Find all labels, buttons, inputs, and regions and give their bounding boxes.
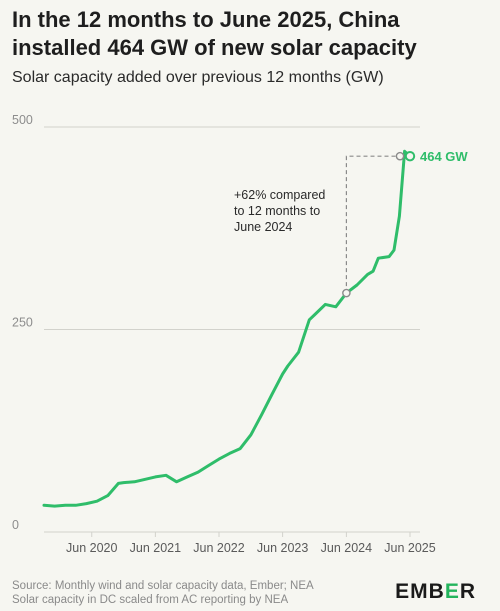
chart-subtitle: Solar capacity added over previous 12 mo… bbox=[12, 69, 384, 86]
logo-text-start: EMB bbox=[395, 580, 445, 603]
chart-footer: Source: Monthly wind and solar capacity … bbox=[12, 579, 314, 607]
logo-text-end: R bbox=[459, 580, 476, 603]
annotation-point-ref bbox=[395, 151, 405, 161]
annotation-text-line: June 2024 bbox=[234, 220, 292, 234]
x-tick-label: Jun 2025 bbox=[384, 541, 435, 555]
y-tick-label: 250 bbox=[12, 316, 33, 330]
annotation-connector bbox=[345, 155, 404, 294]
end-value-label: 464 GW bbox=[420, 149, 468, 164]
logo-text-accent: E bbox=[444, 580, 460, 603]
series-line bbox=[42, 149, 412, 508]
x-tick-label: Jun 2020 bbox=[66, 541, 117, 555]
x-tick-label: Jun 2022 bbox=[193, 541, 244, 555]
annotation-text-line: to 12 months to bbox=[234, 204, 320, 218]
method-note: Solar capacity in DC scaled from AC repo… bbox=[12, 594, 289, 606]
annotation-point-2024 bbox=[342, 288, 351, 298]
x-tick-label: Jun 2023 bbox=[257, 541, 308, 555]
end-point-marker bbox=[404, 150, 416, 162]
x-tick-label: Jun 2024 bbox=[321, 541, 372, 555]
x-tick-label: Jun 2021 bbox=[130, 541, 181, 555]
source-note: Source: Monthly wind and solar capacity … bbox=[12, 580, 314, 592]
ember-logo: EMBER bbox=[395, 580, 476, 604]
annotation-text-line: +62% compared bbox=[234, 188, 325, 202]
y-tick-label: 0 bbox=[12, 518, 19, 532]
chart-title: In the 12 months to June 2025, China ins… bbox=[12, 7, 417, 60]
y-tick-label: 500 bbox=[12, 113, 33, 127]
